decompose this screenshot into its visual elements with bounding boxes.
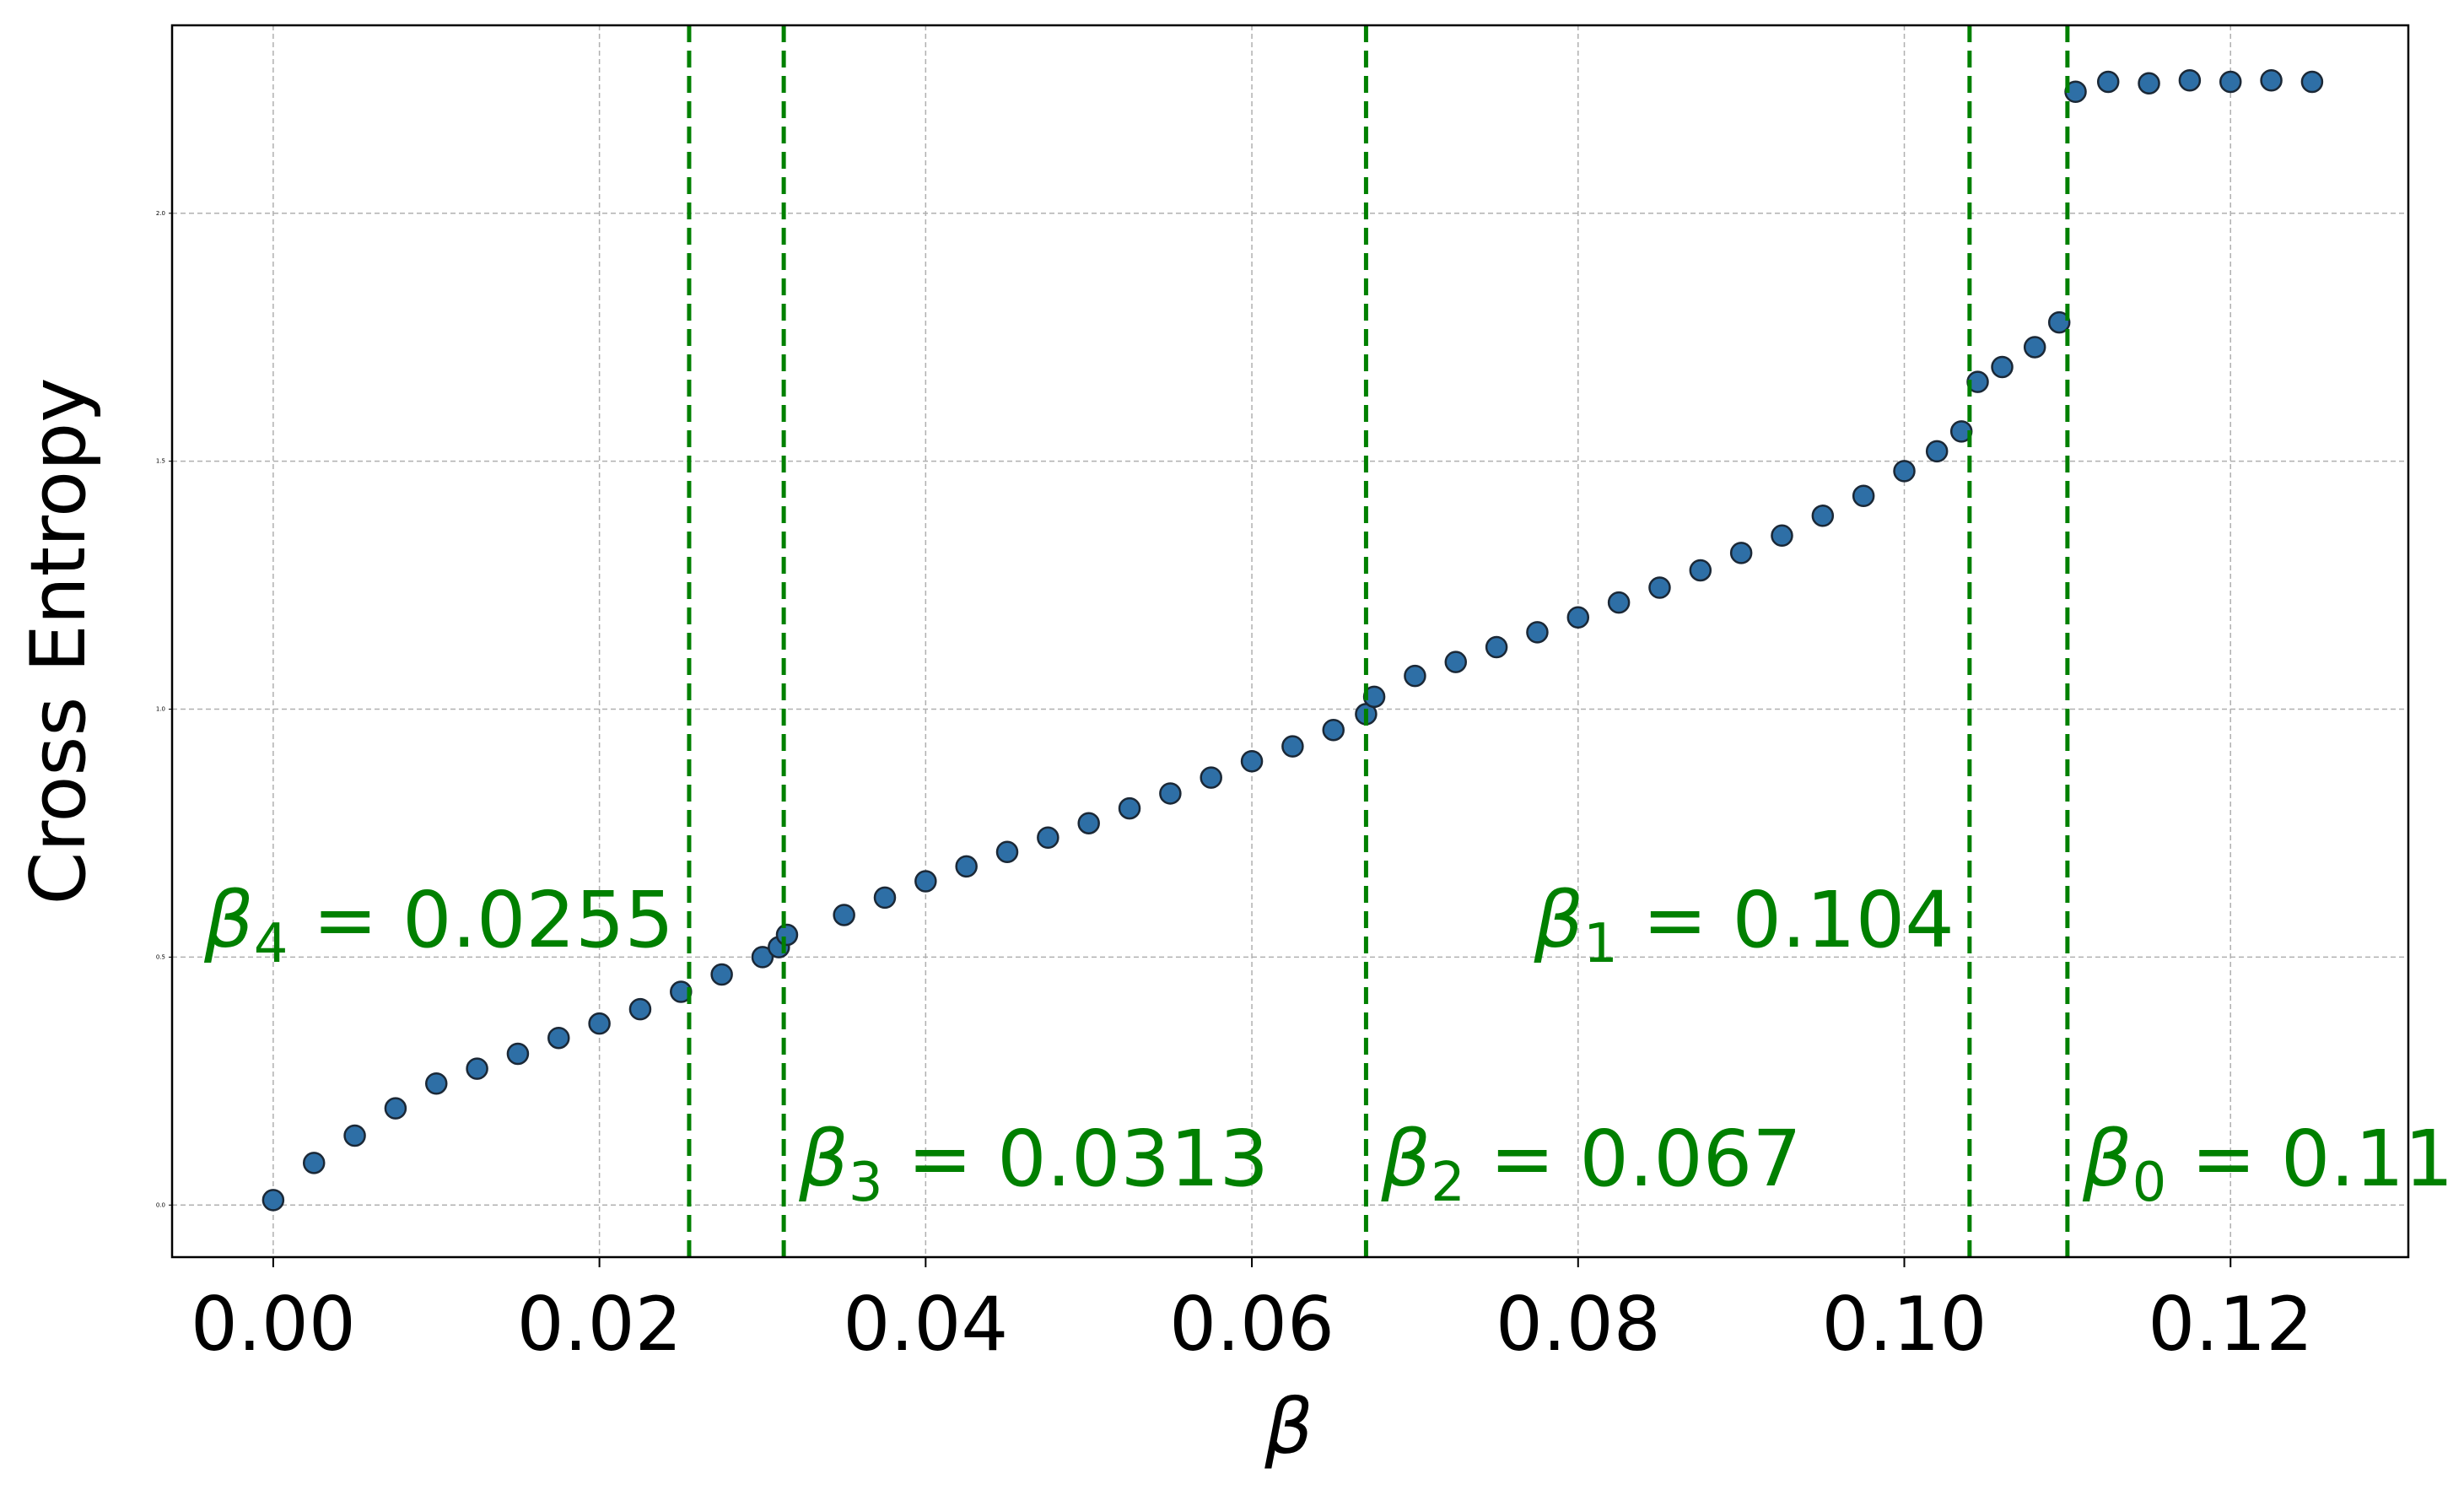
point	[1037, 826, 1059, 850]
annotation-subscript: 2	[1431, 1152, 1465, 1214]
point	[1648, 576, 1671, 599]
annotation-symbol: β	[203, 875, 254, 965]
annotation-subscript: 4	[254, 913, 288, 975]
point	[710, 963, 733, 986]
point	[1444, 651, 1468, 673]
x-tick-label: 0.12	[2148, 1281, 2313, 1368]
x-tick-label: 0.06	[1169, 1281, 1334, 1368]
annotation: β4 = 0.0255	[203, 875, 674, 975]
point	[1322, 718, 1345, 742]
y-tick-label: 2.0	[156, 210, 165, 217]
point	[1852, 484, 1875, 508]
annotation-subscript: 1	[1583, 913, 1618, 975]
annotation: β3 = 0.0313	[798, 1114, 1269, 1214]
point	[995, 840, 1019, 864]
point	[955, 855, 978, 878]
x-axis-label: β	[1264, 1383, 1313, 1471]
point	[588, 1012, 611, 1035]
point	[261, 1189, 285, 1212]
point	[466, 1057, 488, 1080]
point	[1077, 812, 1100, 834]
x-tick-label: 0.08	[1496, 1281, 1661, 1368]
plot-frame	[170, 24, 2410, 1259]
point	[302, 1152, 326, 1174]
point	[2178, 68, 2202, 92]
annotation: β0 = 0.11	[2082, 1114, 2454, 1214]
x-tick-label: 0.10	[1822, 1281, 1987, 1368]
point	[1925, 440, 1949, 463]
point	[1893, 460, 1916, 483]
annotation-symbol: β	[1533, 875, 1583, 965]
point	[873, 886, 897, 910]
y-tick-label: 1.0	[156, 706, 165, 713]
point	[1118, 796, 1141, 820]
point	[775, 923, 799, 947]
point	[1281, 735, 1304, 758]
annotation-text: = 0.104	[1618, 875, 1954, 965]
point	[424, 1072, 448, 1095]
point	[914, 870, 937, 893]
point	[2023, 336, 2046, 359]
point	[2138, 72, 2160, 95]
x-tick-label: 0.00	[191, 1281, 356, 1368]
point	[1526, 621, 1549, 644]
point	[2096, 70, 2120, 94]
annotation: β2 = 0.067	[1380, 1114, 1801, 1214]
annotation-text: = 0.0255	[288, 875, 673, 965]
point	[2219, 70, 2242, 94]
y-axis-label: Cross Entropy	[14, 378, 103, 905]
y-tick-label: 1.5	[156, 458, 165, 465]
point	[1991, 355, 2014, 379]
point	[1485, 635, 1508, 659]
annotation: β1 = 0.104	[1533, 875, 1954, 975]
point	[833, 904, 855, 926]
annotation-subscript: 3	[849, 1152, 883, 1214]
point	[1566, 606, 1590, 629]
y-tick-label: 0.0	[156, 1201, 165, 1208]
point	[547, 1026, 570, 1050]
point	[1200, 766, 1222, 789]
annotation-symbol: β	[1380, 1114, 1431, 1204]
x-tick-label: 0.02	[517, 1281, 682, 1368]
point	[1159, 782, 1182, 805]
annotation-symbol: β	[798, 1114, 849, 1204]
annotation-symbol: β	[2082, 1114, 2132, 1204]
annotation-text: = 0.0313	[883, 1114, 1269, 1204]
x-tick-label: 0.04	[843, 1281, 1008, 1368]
point	[384, 1097, 407, 1120]
point	[628, 997, 652, 1021]
point	[2260, 68, 2283, 92]
point	[2047, 310, 2071, 334]
point	[506, 1042, 530, 1066]
point	[343, 1124, 366, 1147]
point	[1607, 591, 1631, 614]
annotation-subscript: 0	[2132, 1152, 2167, 1214]
point	[751, 946, 774, 969]
point	[1689, 559, 1712, 582]
annotation-text: = 0.067	[1465, 1114, 1802, 1204]
point	[1811, 505, 1835, 527]
point	[1729, 542, 1753, 564]
point	[1240, 749, 1264, 773]
point	[1771, 524, 1793, 548]
y-tick-label: 0.5	[156, 953, 165, 960]
point	[2300, 70, 2324, 94]
annotation-text: = 0.11	[2166, 1114, 2453, 1204]
point	[1404, 664, 1426, 688]
